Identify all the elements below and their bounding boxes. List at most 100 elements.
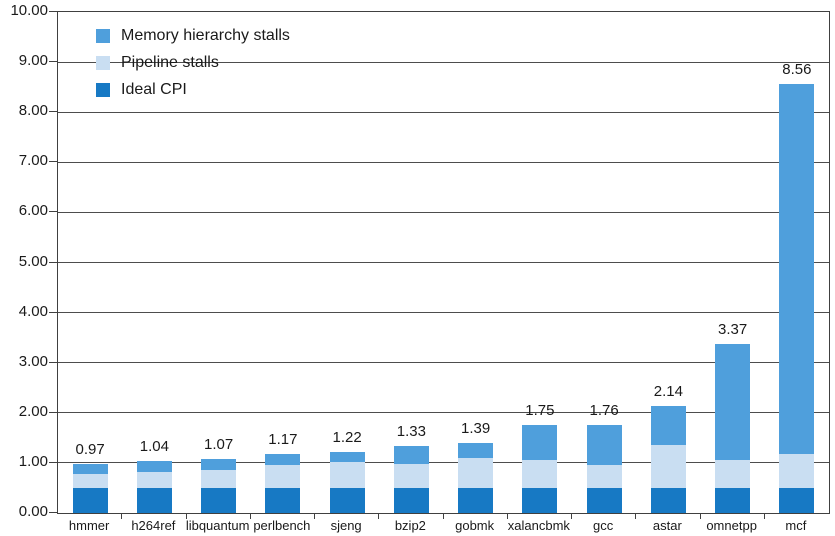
y-axis-tick-label: 9.00 <box>18 52 48 70</box>
bar-segment-memory-hierarchy-stalls <box>265 454 301 465</box>
y-axis-tick <box>49 111 57 113</box>
bar-segment-memory-hierarchy-stalls <box>779 84 815 455</box>
gridline <box>58 262 829 263</box>
x-axis-category-label: libquantum <box>185 518 250 533</box>
y-axis-tick <box>49 161 57 163</box>
gridline <box>58 111 829 113</box>
plot-area: 0.97 1.04 1.07 1.17 1.22 1.33 1.39 1.75 1.76 2.14… <box>57 11 830 514</box>
bar-segment-ideal-cpi <box>265 487 301 513</box>
x-axis-category-label: gobmk <box>455 518 495 533</box>
bar-segment-ideal-cpi <box>586 487 622 513</box>
x-axis-tick <box>378 513 380 519</box>
legend-item: Memory hierarchy stalls <box>96 27 290 45</box>
bar-segment-pipeline-stalls <box>458 458 494 488</box>
x-axis-tick <box>314 513 315 519</box>
gridline <box>58 61 829 63</box>
x-axis-tick <box>506 513 508 519</box>
y-axis-tick-label: 1.00 <box>18 452 48 470</box>
y-axis-tick-label: 5.00 <box>18 252 48 270</box>
gridline <box>58 412 829 414</box>
gridline <box>58 211 829 213</box>
y-axis-tick-label: 6.00 <box>18 202 48 220</box>
legend-swatch-icon <box>96 29 110 43</box>
bar-segment-ideal-cpi <box>72 487 108 513</box>
bar-value-label: 0.97 <box>75 441 105 459</box>
bar-segment-memory-hierarchy-stalls <box>586 424 622 465</box>
x-axis-tick <box>571 513 572 519</box>
x-axis-tick <box>699 513 701 519</box>
bar-segment-pipeline-stalls <box>522 459 558 488</box>
x-axis-tick <box>249 513 251 519</box>
y-axis-tick-label: 7.00 <box>18 152 48 170</box>
x-axis-category-label: omnetpp <box>706 518 757 533</box>
y-axis-tick-label: 8.00 <box>18 102 48 120</box>
bar-value-label: 1.22 <box>332 428 362 446</box>
bar-segment-pipeline-stalls <box>265 464 301 488</box>
bar-segment-ideal-cpi <box>650 487 686 513</box>
legend-label: Memory hierarchy stalls <box>121 27 290 44</box>
bar-value-label: 1.04 <box>139 437 169 455</box>
bar-segment-pipeline-stalls <box>329 461 365 488</box>
gridline <box>58 312 829 314</box>
x-axis-category-label: astar <box>652 518 682 533</box>
legend-swatch-icon <box>96 83 110 97</box>
bar-segment-memory-hierarchy-stalls <box>72 464 108 474</box>
bar-value-label: 3.37 <box>718 321 748 339</box>
x-axis-category-label: mcf <box>785 518 807 533</box>
bar-value-label: 8.56 <box>782 61 812 79</box>
gridline <box>58 462 829 464</box>
x-axis-tick <box>185 513 187 519</box>
y-axis-tick <box>49 211 57 213</box>
y-axis-tick <box>49 361 57 363</box>
bar-segment-ideal-cpi <box>393 487 429 513</box>
bar-segment-ideal-cpi <box>329 487 365 513</box>
y-axis-tick-label: 4.00 <box>18 302 48 320</box>
bar-segment-ideal-cpi <box>201 487 237 513</box>
y-axis-tick-label: 10.00 <box>10 2 48 19</box>
bar-segment-ideal-cpi <box>458 487 494 513</box>
gridline <box>58 362 829 364</box>
y-axis-tick <box>49 311 57 313</box>
bar-segment-memory-hierarchy-stalls <box>393 446 429 464</box>
y-axis-tick-label: 2.00 <box>18 402 48 420</box>
bar-segment-ideal-cpi <box>779 487 815 513</box>
legend-swatch-icon <box>96 56 110 70</box>
x-axis-category-label: h264ref <box>131 518 176 533</box>
bar-value-label: 1.76 <box>589 401 619 419</box>
bar-segment-memory-hierarchy-stalls <box>136 460 172 472</box>
y-axis-tick <box>49 411 57 413</box>
x-axis-tick <box>442 513 444 519</box>
legend: Memory hierarchy stalls Pipeline stalls Id… <box>96 27 290 108</box>
bar-value-label: 1.39 <box>461 420 491 438</box>
y-axis-tick <box>49 512 57 513</box>
x-axis-tick <box>763 513 765 519</box>
bar-segment-ideal-cpi <box>715 487 751 513</box>
bar-value-label: 1.75 <box>525 402 555 420</box>
bar-segment-memory-hierarchy-stalls <box>201 459 237 470</box>
bar-segment-pipeline-stalls <box>72 473 108 488</box>
x-axis-tick <box>121 513 123 519</box>
bar-value-label: 1.07 <box>204 436 234 454</box>
gridline <box>58 161 829 163</box>
bar-segment-pipeline-stalls <box>779 454 815 488</box>
bar-segment-memory-hierarchy-stalls <box>715 344 751 461</box>
bar-segment-memory-hierarchy-stalls <box>650 405 686 445</box>
bar-segment-memory-hierarchy-stalls <box>522 425 558 460</box>
bar-segment-pipeline-stalls <box>650 444 686 488</box>
x-axis-tick <box>635 513 637 519</box>
bar-segment-pipeline-stalls <box>393 463 429 488</box>
y-axis-tick <box>49 461 57 463</box>
bar-value-label: 1.17 <box>268 431 298 449</box>
x-axis-category-label: hmmer <box>68 518 110 533</box>
bar-segment-pipeline-stalls <box>136 471 172 488</box>
bar-value-label: 2.14 <box>653 382 683 400</box>
y-axis-tick <box>49 11 57 12</box>
y-axis-tick-label: 3.00 <box>18 352 48 370</box>
bar-segment-pipeline-stalls <box>715 460 751 488</box>
y-axis-tick <box>49 61 57 63</box>
bar-segment-memory-hierarchy-stalls <box>329 451 365 462</box>
bar-value-label: 1.33 <box>396 423 426 441</box>
x-axis-category-label: xalancbmk <box>507 518 570 533</box>
y-axis-tick-label: 0.00 <box>18 503 48 520</box>
